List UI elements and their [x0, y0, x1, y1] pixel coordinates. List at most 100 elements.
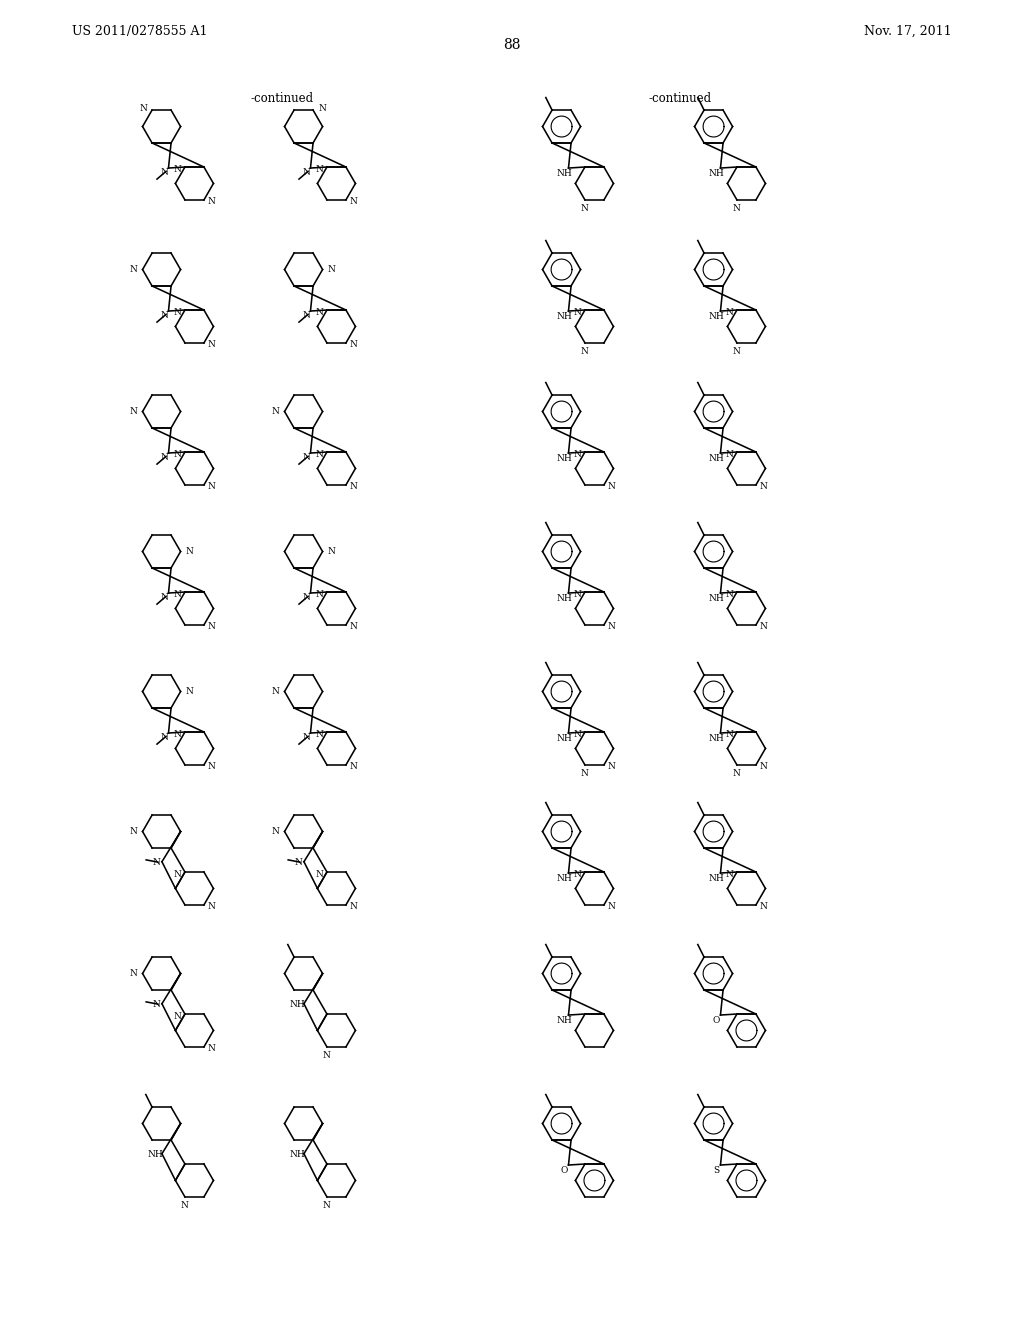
- Text: 88: 88: [503, 38, 521, 51]
- Text: N: N: [208, 623, 216, 631]
- Text: NH: NH: [556, 1016, 572, 1026]
- Text: N: N: [315, 730, 323, 738]
- Text: N: N: [725, 450, 733, 458]
- Text: N: N: [130, 969, 137, 978]
- Text: N: N: [303, 734, 311, 742]
- Text: N: N: [303, 594, 311, 602]
- Text: N: N: [328, 546, 336, 556]
- Text: S: S: [714, 1166, 720, 1175]
- Text: NH: NH: [709, 313, 724, 321]
- Text: N: N: [350, 763, 357, 771]
- Text: N: N: [581, 347, 589, 356]
- Text: N: N: [573, 590, 581, 598]
- Text: NH: NH: [556, 594, 572, 603]
- Text: N: N: [315, 450, 323, 458]
- Text: N: N: [161, 169, 169, 177]
- Text: N: N: [315, 165, 323, 173]
- Text: N: N: [733, 347, 741, 356]
- Text: N: N: [573, 730, 581, 738]
- Text: N: N: [161, 594, 169, 602]
- Text: NH: NH: [147, 1150, 163, 1159]
- Text: N: N: [725, 308, 733, 317]
- Text: N: N: [760, 482, 768, 491]
- Text: N: N: [173, 450, 181, 458]
- Text: N: N: [733, 203, 741, 213]
- Text: N: N: [130, 407, 137, 416]
- Text: Nov. 17, 2011: Nov. 17, 2011: [864, 25, 952, 38]
- Text: N: N: [328, 265, 336, 275]
- Text: N: N: [130, 265, 137, 275]
- Text: N: N: [725, 730, 733, 738]
- Text: N: N: [760, 903, 768, 911]
- Text: N: N: [208, 198, 216, 206]
- Text: N: N: [573, 308, 581, 317]
- Text: NH: NH: [556, 313, 572, 321]
- Text: N: N: [725, 590, 733, 598]
- Text: US 2011/0278555 A1: US 2011/0278555 A1: [72, 25, 208, 38]
- Text: NH: NH: [709, 874, 724, 883]
- Text: N: N: [208, 1044, 216, 1053]
- Text: N: N: [725, 870, 733, 879]
- Text: N: N: [173, 165, 181, 173]
- Text: N: N: [303, 312, 311, 321]
- Text: N: N: [318, 103, 326, 112]
- Text: N: N: [161, 453, 169, 462]
- Text: NH: NH: [556, 874, 572, 883]
- Text: N: N: [350, 482, 357, 491]
- Text: N: N: [303, 453, 311, 462]
- Text: N: N: [161, 312, 169, 321]
- Text: N: N: [208, 341, 216, 350]
- Text: N: N: [573, 870, 581, 879]
- Text: N: N: [294, 858, 302, 867]
- Text: N: N: [185, 686, 194, 696]
- Text: NH: NH: [709, 454, 724, 463]
- Text: N: N: [315, 870, 323, 879]
- Text: N: N: [173, 730, 181, 738]
- Text: -continued: -continued: [648, 92, 712, 106]
- Text: N: N: [271, 686, 280, 696]
- Text: N: N: [208, 903, 216, 911]
- Text: N: N: [152, 999, 160, 1008]
- Text: N: N: [608, 482, 615, 491]
- Text: N: N: [350, 341, 357, 350]
- Text: N: N: [608, 763, 615, 771]
- Text: O: O: [713, 1016, 720, 1026]
- Text: N: N: [173, 308, 181, 317]
- Text: N: N: [303, 169, 311, 177]
- Text: N: N: [208, 763, 216, 771]
- Text: N: N: [152, 858, 160, 867]
- Text: N: N: [350, 198, 357, 206]
- Text: NH: NH: [556, 454, 572, 463]
- Text: N: N: [315, 308, 323, 317]
- Text: NH: NH: [709, 734, 724, 743]
- Text: N: N: [350, 623, 357, 631]
- Text: N: N: [271, 828, 280, 836]
- Text: N: N: [608, 623, 615, 631]
- Text: N: N: [760, 763, 768, 771]
- Text: N: N: [173, 590, 181, 598]
- Text: NH: NH: [289, 1001, 305, 1008]
- Text: N: N: [130, 828, 137, 836]
- Text: N: N: [181, 1201, 188, 1210]
- Text: N: N: [323, 1051, 331, 1060]
- Text: -continued: -continued: [251, 92, 313, 106]
- Text: NH: NH: [556, 169, 572, 178]
- Text: N: N: [185, 546, 194, 556]
- Text: N: N: [573, 450, 581, 458]
- Text: O: O: [561, 1166, 568, 1175]
- Text: N: N: [323, 1201, 331, 1210]
- Text: N: N: [208, 482, 216, 491]
- Text: N: N: [760, 623, 768, 631]
- Text: NH: NH: [289, 1150, 305, 1159]
- Text: N: N: [608, 903, 615, 911]
- Text: NH: NH: [556, 734, 572, 743]
- Text: N: N: [581, 770, 589, 777]
- Text: N: N: [733, 770, 741, 777]
- Text: N: N: [315, 590, 323, 598]
- Text: N: N: [581, 203, 589, 213]
- Text: NH: NH: [709, 169, 724, 178]
- Text: N: N: [271, 407, 280, 416]
- Text: NH: NH: [709, 594, 724, 603]
- Text: N: N: [161, 734, 169, 742]
- Text: N: N: [139, 103, 147, 112]
